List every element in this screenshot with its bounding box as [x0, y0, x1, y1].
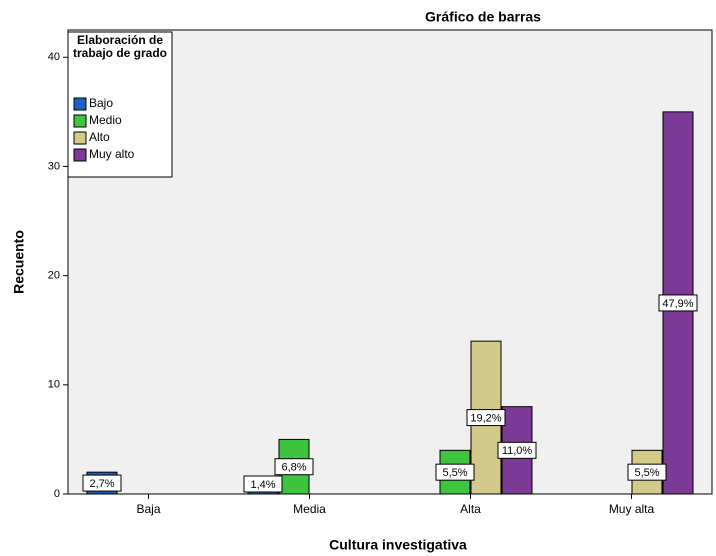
- value-label-box: [243, 475, 283, 493]
- chart-title: Gráfico de barras: [425, 9, 541, 25]
- legend-swatch: [73, 148, 87, 162]
- value-label: 19,2%: [470, 412, 501, 424]
- y-tick-label: 40: [48, 51, 60, 63]
- y-tick-label: 20: [48, 270, 60, 282]
- x-tick-label: Baja: [136, 502, 160, 516]
- legend-swatch: [73, 97, 87, 111]
- legend-title-box: Elaboración de trabajo de grado: [72, 34, 167, 60]
- y-tick-label: 30: [48, 160, 60, 172]
- y-tick-label: 10: [48, 379, 60, 391]
- value-label-box: [627, 463, 667, 481]
- x-tick-label: Muy alta: [609, 502, 655, 516]
- value-label-box: [497, 441, 537, 459]
- legend-swatch: [73, 114, 87, 128]
- legend-label: Muy alto: [89, 147, 135, 161]
- plot-area: [67, 29, 713, 495]
- legend-label: Medio: [89, 113, 122, 127]
- legend-label: Bajo: [89, 96, 113, 110]
- value-label-box: [274, 458, 314, 476]
- x-tick-label: Media: [293, 502, 326, 516]
- value-label: 47,9%: [662, 298, 693, 310]
- value-label-box: [658, 294, 698, 312]
- value-label-box: [435, 463, 475, 481]
- value-label-box: [466, 409, 506, 427]
- x-tick-label: Alta: [460, 502, 481, 516]
- legend-swatch: [73, 131, 87, 145]
- value-label: 11,0%: [502, 445, 533, 457]
- y-axis-label: Recuento: [11, 230, 27, 294]
- value-label-box: [82, 474, 122, 492]
- value-label: 5,5%: [442, 467, 467, 479]
- legend-label: Alto: [89, 130, 110, 144]
- value-label: 5,5%: [634, 467, 659, 479]
- value-label: 2,7%: [89, 478, 114, 490]
- value-label: 1,4%: [250, 479, 275, 491]
- x-axis-label: Cultura investigativa: [329, 537, 467, 553]
- y-tick-label: 0: [54, 488, 60, 500]
- legend-title: Elaboración de trabajo de grado: [72, 34, 167, 60]
- value-label: 6,8%: [281, 462, 306, 474]
